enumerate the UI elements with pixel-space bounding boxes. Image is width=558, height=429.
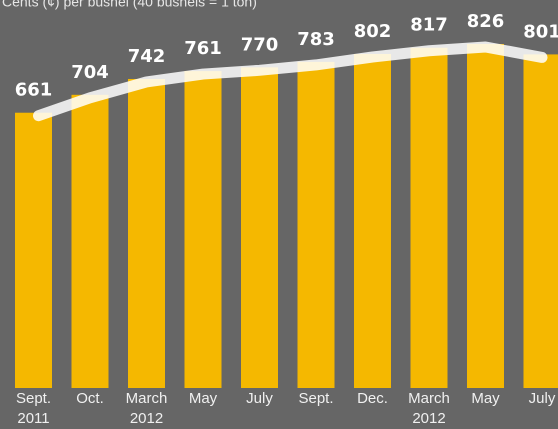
x-tick-label: July [246,390,273,407]
x-tick-label: Sept. [298,390,333,407]
trend-line [33,41,548,122]
x-tick-label: Sept. [16,390,51,407]
value-label: 826 [467,11,505,32]
bar [184,71,222,388]
value-label: 802 [354,21,392,42]
value-label: 817 [410,15,448,36]
value-label: 761 [184,38,222,59]
value-label: 704 [71,62,109,83]
bar [523,54,558,388]
x-tick-label: Oct. [76,390,104,407]
x-tick-label: May [189,390,218,407]
bar [297,61,335,388]
value-label: 742 [128,46,166,67]
value-label: 783 [297,29,335,50]
bar [15,112,52,388]
bar [241,67,278,389]
x-tick-label: Dec. [357,390,388,407]
bar [354,53,391,389]
x-tick-year: 2012 [412,410,445,427]
x-tick-year: 2011 [17,410,49,427]
x-tick-label: May [471,390,500,407]
bar [71,94,109,388]
x-tick-label: March [126,390,168,407]
bar [467,44,504,388]
value-label: 770 [241,34,279,55]
value-label: 801 [523,21,558,42]
value-label: 661 [15,80,53,101]
bar [410,47,448,389]
chart-subtitle: Cents (¢) per bushel (40 bushels = 1 ton… [2,0,257,10]
bar [128,78,165,389]
x-tick-year: 2012 [130,410,163,427]
x-tick-label: July [529,390,556,407]
x-tick-label: March [408,390,450,407]
